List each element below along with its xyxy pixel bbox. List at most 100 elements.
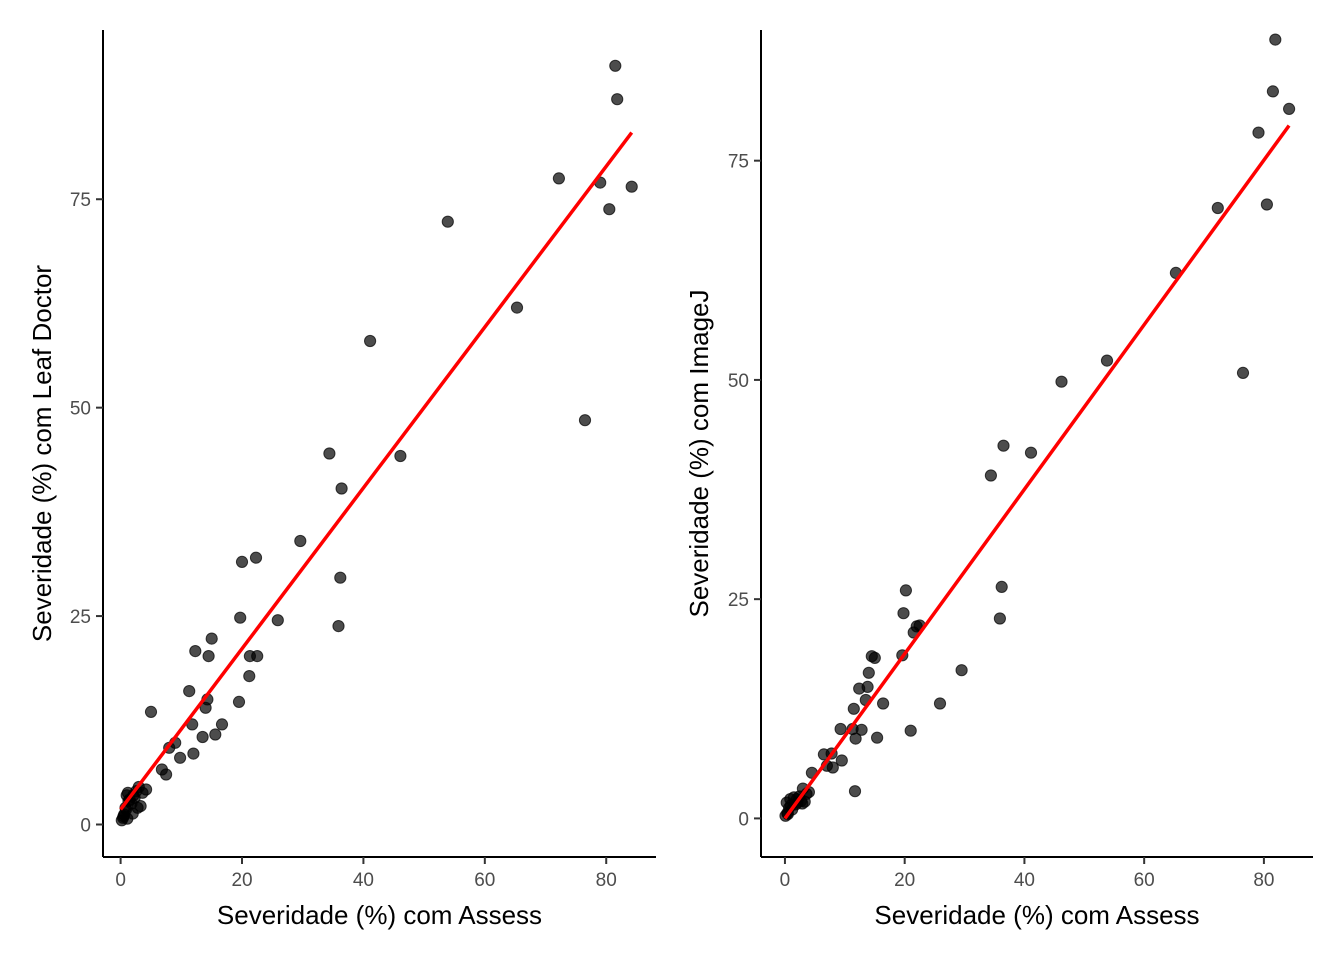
axes-layer (760, 30, 1313, 858)
data-point (862, 666, 875, 679)
data-point (1100, 354, 1114, 367)
data-point (997, 439, 1010, 452)
data-point (1283, 102, 1296, 116)
data-point (871, 731, 884, 744)
y-tick-label: 25 (728, 590, 749, 611)
data-point (849, 732, 862, 745)
regression-line (119, 131, 634, 811)
data-point (1055, 375, 1068, 388)
data-point (835, 754, 848, 767)
data-point (1260, 198, 1274, 211)
data-point (1269, 33, 1282, 46)
data-point (215, 718, 229, 731)
data-point (1236, 366, 1250, 379)
data-point (1211, 201, 1224, 215)
data-point (855, 723, 868, 736)
data-point (897, 607, 910, 620)
scatter-panel-leaf-doctor: 0 20 40 60 80 0 25 50 75 Severidade (%) com Asse… (27, 30, 656, 930)
data-point (441, 215, 454, 228)
data-point (834, 722, 847, 736)
data-point (510, 301, 524, 314)
data-point (334, 571, 347, 584)
data-point (323, 447, 336, 460)
data-point (235, 555, 249, 569)
data-point (877, 697, 890, 710)
data-point (578, 414, 592, 427)
data-point (848, 785, 862, 798)
y-tick-label: 50 (728, 371, 749, 392)
x-tick-label: 80 (596, 870, 617, 891)
y-tick-label: 0 (738, 809, 749, 830)
points-layer (779, 33, 1296, 822)
data-point (1252, 126, 1265, 139)
data-point (144, 705, 158, 719)
data-point (332, 620, 345, 633)
data-point (625, 180, 638, 193)
y-tick-label: 50 (70, 399, 91, 420)
data-point (196, 730, 209, 744)
y-tick-label: 25 (70, 607, 91, 628)
scatter-panel-imagej: 0 20 40 60 80 0 25 50 75 Severidade (%) com Asse… (684, 30, 1313, 930)
data-point (899, 584, 913, 597)
x-tick-label: 0 (115, 870, 126, 891)
y-tick-label: 0 (80, 815, 91, 836)
data-point (611, 93, 624, 106)
x-axis-title: Severidade (%) com Assess (217, 900, 542, 930)
data-point (993, 612, 1007, 625)
x-tick-label: 60 (1134, 870, 1155, 891)
data-point (174, 751, 187, 764)
data-point (232, 695, 246, 709)
data-point (826, 761, 839, 774)
fit-line-layer (119, 131, 634, 811)
data-point (955, 664, 968, 677)
data-point (394, 449, 407, 463)
data-point (1024, 446, 1038, 459)
data-point (205, 632, 218, 645)
data-point (552, 172, 566, 185)
x-tick-label: 40 (1014, 870, 1035, 891)
data-point (609, 59, 622, 72)
regression-line (783, 124, 1291, 820)
data-point (251, 650, 264, 663)
data-point (1266, 85, 1280, 98)
data-point (140, 783, 153, 796)
y-tick-label: 75 (728, 152, 749, 173)
data-point (271, 614, 284, 627)
x-tick-label: 40 (353, 870, 374, 891)
data-point (202, 650, 215, 663)
data-point (984, 469, 998, 482)
data-point (904, 724, 917, 737)
data-point (160, 768, 173, 781)
data-point (249, 551, 263, 564)
data-point (995, 580, 1008, 594)
data-point (335, 482, 348, 495)
ticks-layer: 0 20 40 60 80 0 25 50 75 (70, 190, 617, 891)
fit-line-layer (783, 124, 1291, 820)
data-point (847, 702, 860, 715)
data-point (364, 334, 377, 348)
data-point (189, 645, 202, 658)
x-tick-label: 80 (1253, 870, 1274, 891)
x-tick-label: 20 (231, 870, 252, 891)
y-axis-title: Severidade (%) com ImageJ (684, 289, 714, 617)
y-tick-label: 75 (70, 190, 91, 211)
data-point (933, 697, 947, 710)
data-point (187, 747, 200, 760)
data-point (603, 203, 616, 216)
data-point (131, 801, 144, 814)
x-tick-label: 60 (474, 870, 495, 891)
ticks-layer: 0 20 40 60 80 0 25 50 75 (728, 152, 1275, 891)
data-point (243, 670, 256, 683)
x-tick-label: 0 (780, 870, 791, 891)
data-point (234, 611, 247, 624)
data-point (294, 534, 307, 548)
data-point (861, 680, 874, 694)
data-point (209, 728, 222, 741)
y-axis-title: Severidade (%) com Leaf Doctor (27, 265, 57, 643)
x-axis-title: Severidade (%) com Assess (874, 900, 1199, 930)
x-tick-label: 20 (894, 870, 915, 891)
data-point (183, 685, 196, 698)
data-point (868, 651, 881, 665)
axes-layer (102, 30, 656, 858)
